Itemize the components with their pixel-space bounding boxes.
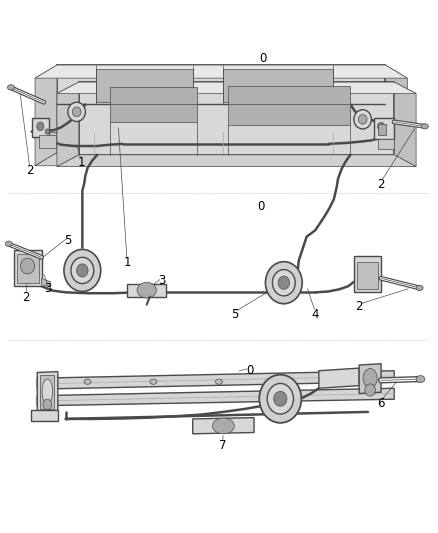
Bar xyxy=(40,375,54,409)
Ellipse shape xyxy=(354,110,371,129)
Text: 1: 1 xyxy=(123,256,131,270)
Ellipse shape xyxy=(64,249,101,292)
Ellipse shape xyxy=(77,264,88,277)
Polygon shape xyxy=(31,410,58,421)
Text: 2: 2 xyxy=(377,177,385,191)
Ellipse shape xyxy=(43,399,52,410)
Ellipse shape xyxy=(45,129,49,134)
Polygon shape xyxy=(385,65,407,166)
Text: 0: 0 xyxy=(259,52,266,65)
Polygon shape xyxy=(319,368,359,388)
Ellipse shape xyxy=(416,376,425,383)
Polygon shape xyxy=(14,250,42,286)
Polygon shape xyxy=(193,418,254,434)
Ellipse shape xyxy=(274,391,287,406)
Ellipse shape xyxy=(71,257,94,284)
Ellipse shape xyxy=(42,379,53,403)
Polygon shape xyxy=(57,155,416,167)
Bar xyxy=(228,86,350,125)
Text: 3: 3 xyxy=(159,274,166,287)
Ellipse shape xyxy=(37,122,44,131)
Polygon shape xyxy=(57,82,416,93)
Ellipse shape xyxy=(7,85,14,90)
Bar xyxy=(17,254,39,282)
Polygon shape xyxy=(37,372,58,412)
Ellipse shape xyxy=(363,368,377,388)
Polygon shape xyxy=(35,65,57,166)
Ellipse shape xyxy=(72,107,81,117)
Polygon shape xyxy=(35,65,407,78)
Ellipse shape xyxy=(212,418,234,434)
Text: 5: 5 xyxy=(231,308,238,321)
Ellipse shape xyxy=(68,102,85,122)
Polygon shape xyxy=(354,256,381,292)
Ellipse shape xyxy=(421,124,428,129)
Ellipse shape xyxy=(378,123,385,130)
Bar xyxy=(378,124,386,135)
Bar xyxy=(357,262,378,289)
Ellipse shape xyxy=(150,379,157,384)
Ellipse shape xyxy=(358,115,367,124)
Ellipse shape xyxy=(215,379,223,384)
Ellipse shape xyxy=(278,276,290,289)
Polygon shape xyxy=(37,371,394,389)
Bar xyxy=(223,69,333,102)
Text: 1: 1 xyxy=(77,156,85,169)
Polygon shape xyxy=(79,82,394,155)
Text: 3: 3 xyxy=(45,282,52,295)
Text: 0: 0 xyxy=(246,364,253,377)
Ellipse shape xyxy=(416,285,423,290)
Ellipse shape xyxy=(21,258,35,274)
Polygon shape xyxy=(394,82,416,167)
Ellipse shape xyxy=(272,270,295,296)
Ellipse shape xyxy=(259,375,301,423)
Ellipse shape xyxy=(267,383,293,414)
Polygon shape xyxy=(35,152,407,166)
Polygon shape xyxy=(37,388,394,406)
Polygon shape xyxy=(32,118,49,138)
Text: 5: 5 xyxy=(64,233,71,247)
Ellipse shape xyxy=(137,282,156,298)
Text: 4: 4 xyxy=(311,308,319,321)
Text: 2: 2 xyxy=(26,164,34,176)
Text: 7: 7 xyxy=(219,439,226,451)
Ellipse shape xyxy=(265,262,302,304)
Polygon shape xyxy=(39,135,56,148)
Ellipse shape xyxy=(5,241,12,246)
Ellipse shape xyxy=(84,379,91,384)
Polygon shape xyxy=(42,278,50,286)
Bar xyxy=(110,87,197,122)
Text: 2: 2 xyxy=(355,300,363,313)
Text: 6: 6 xyxy=(377,397,385,410)
Bar xyxy=(96,69,193,102)
Text: 0: 0 xyxy=(257,199,264,213)
Polygon shape xyxy=(359,364,381,393)
Ellipse shape xyxy=(281,379,288,384)
Polygon shape xyxy=(57,65,385,152)
Polygon shape xyxy=(127,284,166,297)
Polygon shape xyxy=(378,139,394,149)
Text: 2: 2 xyxy=(22,290,30,304)
Polygon shape xyxy=(374,118,394,140)
Ellipse shape xyxy=(365,384,375,396)
Polygon shape xyxy=(57,82,79,167)
